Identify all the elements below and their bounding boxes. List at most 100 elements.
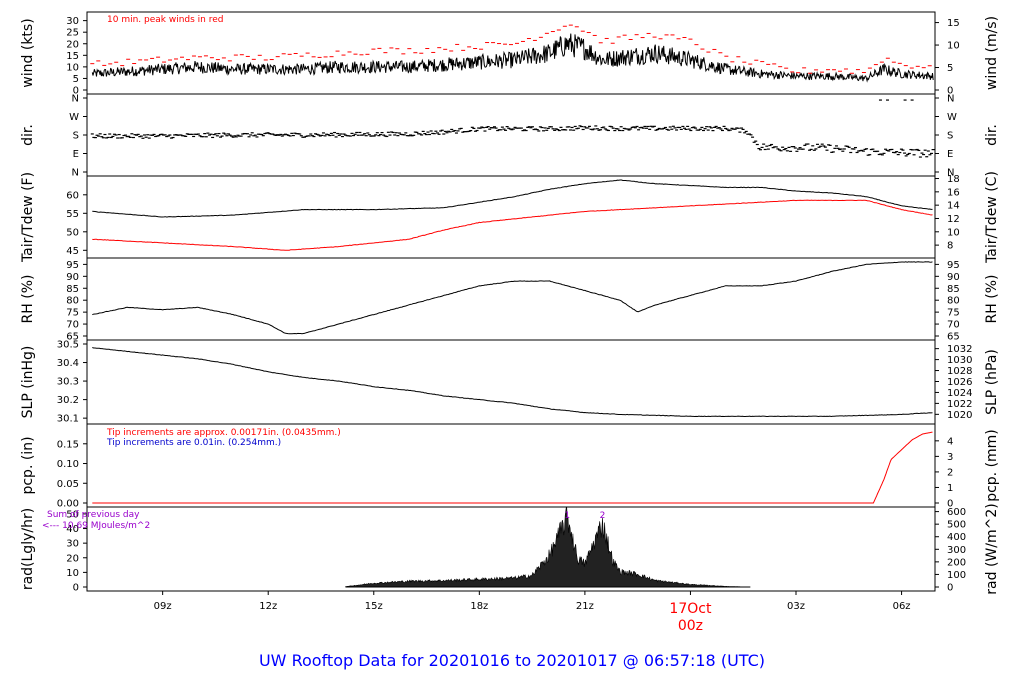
tick-label-left-rh: 65 (66, 332, 79, 343)
tick-label-right-slp: 1022 (947, 399, 972, 410)
tick-label-right-rad: 400 (947, 532, 966, 543)
tick-label-left-temp: 60 (66, 190, 79, 201)
tick-label-left-pcp: 0.00 (57, 499, 79, 510)
tick-label-left-pcp: 0.05 (57, 479, 79, 490)
tick-label-right-temp: 10 (947, 227, 960, 238)
tick-label-right-pcp: 3 (947, 452, 953, 463)
tick-label-right-pcp: 1 (947, 483, 953, 494)
panel-wind: wind (kts) wind (m/s)05101520253005101510… (20, 11, 1000, 97)
tick-label-left-wind: 5 (73, 74, 79, 85)
time-tick-label: 12z (259, 601, 277, 612)
rad-area (345, 507, 751, 588)
date-sublabel: 00z (678, 618, 703, 634)
tick-label-left-dir: N (72, 94, 79, 105)
ylabel-left-dir: dir. (20, 124, 36, 146)
tick-label-left-rh: 85 (66, 284, 79, 295)
tick-label-left-wind: 0 (73, 86, 79, 97)
tick-label-left-rad: 20 (66, 553, 79, 564)
time-tick-label: 15z (365, 601, 383, 612)
tick-label-left-rad: 50 (66, 509, 79, 520)
tick-label-right-rad: 600 (947, 507, 966, 518)
tick-label-right-temp: 14 (947, 201, 960, 212)
tick-label-left-wind: 15 (66, 51, 79, 62)
tick-label-left-pcp: 0.15 (57, 439, 79, 450)
data-slp (92, 347, 933, 418)
tick-label-right-slp: 1020 (947, 410, 972, 421)
rad-note-value: <--- 10.69 MJoules/m^2 (42, 521, 150, 531)
tick-label-left-rad: 30 (66, 539, 79, 550)
data-pcp (92, 431, 933, 504)
rad-note-sum: Sum of previous day (47, 510, 140, 520)
ylabel-left-temp: Tair/Tdew (F) (20, 172, 36, 263)
ylabel-right-temp: Tair/Tdew (C) (984, 171, 1000, 264)
panel-temp: Tair/Tdew (F) Tair/Tdew (C) 45 50 55 60 8 10 12 1… (20, 171, 1000, 264)
series-line-pcp (92, 431, 933, 504)
tick-label-left-rad: 0 (73, 583, 79, 594)
tick-label-left-rh: 80 (66, 296, 79, 307)
data-wind (90, 24, 934, 83)
rad-peak-label: 2 (600, 511, 606, 521)
pcp-note-blue: Tip increments are 0.01in. (0.254mm.) (106, 438, 281, 448)
pcp-note-red: Tip increments are approx. 0.00171in. (0… (106, 428, 341, 438)
tick-label-right-rad: 200 (947, 557, 966, 568)
ylabel-left-wind: wind (kts) (20, 18, 36, 87)
tick-label-left-rad: 10 (66, 568, 79, 579)
tick-label-right-pcp: 0 (947, 499, 953, 510)
tick-label-right-rh: 75 (947, 308, 960, 319)
ylabel-left-pcp: pcp. (in) (20, 436, 36, 494)
tick-label-right-slp: 1028 (947, 366, 972, 377)
ylabel-right-slp: SLP (hPa) (984, 349, 1000, 415)
tick-label-left-slp: 30.3 (57, 377, 79, 388)
panel-frame-slp (86, 339, 936, 425)
tick-label-left-rh: 70 (66, 320, 79, 331)
tick-label-right-wind: 10 (947, 41, 960, 52)
wind-speed-line (91, 33, 934, 83)
tick-label-right-slp: 1030 (947, 355, 972, 366)
tick-label-right-wind: 5 (947, 63, 953, 74)
ylabel-right-wind: wind (m/s) (984, 16, 1000, 90)
tick-label-right-rh: 90 (947, 272, 960, 283)
tick-label-left-slp: 30.4 (57, 358, 79, 369)
tick-label-right-rh: 85 (947, 284, 960, 295)
tick-label-right-rad: 500 (947, 520, 966, 531)
tick-label-left-wind: 20 (66, 39, 79, 50)
tick-label-right-dir: N (947, 94, 954, 105)
tick-label-left-temp: 55 (66, 209, 79, 220)
panel-pcp: pcp. (in) pcp. (mm) 0.00 0.05 0.10 0.15 0 1 2 3 4 T… (20, 423, 1000, 510)
tick-label-left-dir: E (73, 149, 79, 160)
tick-label-right-rad: 300 (947, 545, 966, 556)
ylabel-right-rad: rad (W/m^2) (984, 503, 1000, 594)
data-temp (92, 179, 933, 251)
data-rh (92, 261, 933, 335)
tick-label-left-rh: 95 (66, 260, 79, 271)
tick-label-left-temp: 50 (66, 227, 79, 238)
tick-label-right-slp: 1026 (947, 377, 972, 388)
tick-label-left-wind: 25 (66, 28, 79, 39)
tick-label-right-rh: 70 (947, 320, 960, 331)
tick-label-right-pcp: 4 (947, 436, 953, 447)
wind-annotation: 10 min. peak winds in red (107, 15, 224, 25)
tick-label-left-slp: 30.1 (57, 414, 79, 425)
time-tick-label: 09z (154, 601, 172, 612)
tick-label-right-wind: 0 (947, 86, 953, 97)
time-tick-label: 21z (576, 601, 594, 612)
tick-label-right-temp: 16 (947, 187, 960, 198)
tick-label-right-rad: 0 (947, 583, 953, 594)
tick-label-right-rh: 80 (947, 296, 960, 307)
ylabel-right-rh: RH (%) (984, 275, 1000, 324)
tick-label-right-slp: 1024 (947, 388, 972, 399)
tick-label-left-dir: W (69, 112, 79, 123)
tick-label-right-temp: 12 (947, 214, 960, 225)
time-tick-label: 06z (893, 601, 911, 612)
page-title: UW Rooftop Data for 20201016 to 20201017… (259, 651, 765, 670)
tick-label-left-pcp: 0.10 (57, 459, 79, 470)
tick-label-left-slp: 30.2 (57, 395, 79, 406)
rad-peak-label: 1 (564, 511, 570, 521)
ylabel-right-dir: dir. (984, 124, 1000, 146)
tick-label-right-dir: W (947, 112, 957, 123)
panel-slp: SLP (inHg) SLP (hPa) 30.1 30.2 30.3 30.4 30.5 1… (20, 339, 1000, 425)
time-tick-label: 18z (470, 601, 488, 612)
